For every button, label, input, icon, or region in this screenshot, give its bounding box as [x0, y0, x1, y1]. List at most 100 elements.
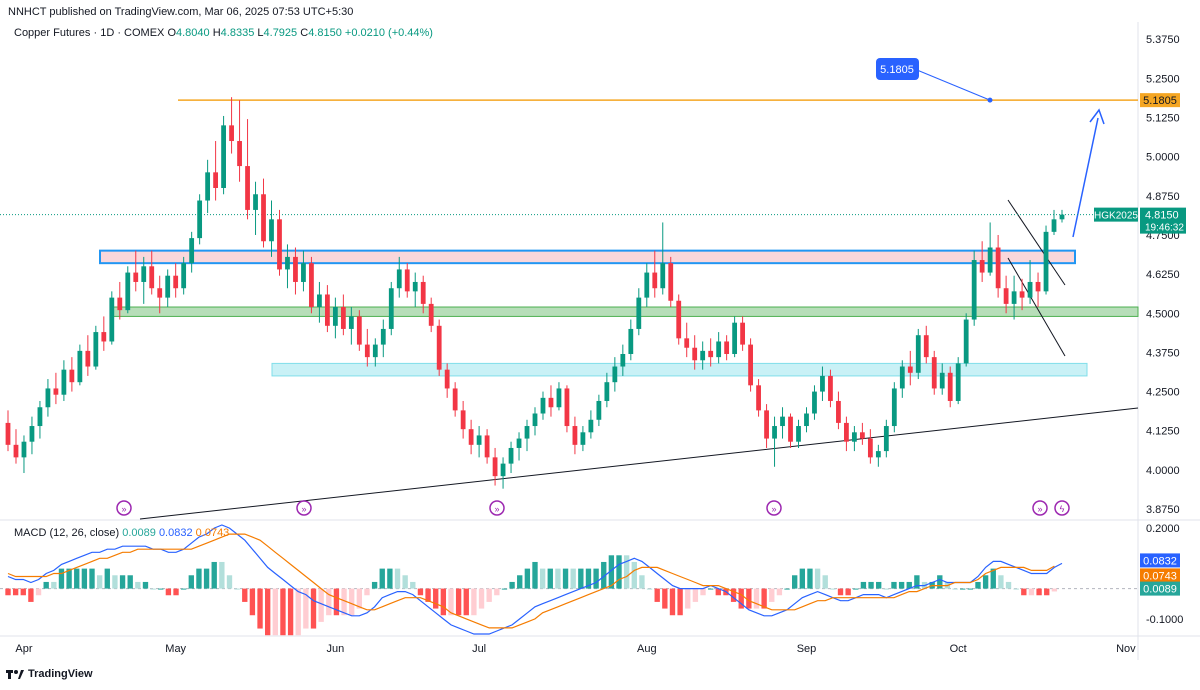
candle-body[interactable]	[85, 350, 91, 367]
candle-body[interactable]	[644, 272, 650, 298]
candle-body[interactable]	[596, 400, 602, 420]
candle-body[interactable]	[764, 410, 769, 439]
candle-body[interactable]	[1059, 214, 1065, 220]
candle-body[interactable]	[524, 426, 530, 439]
candle-body[interactable]	[891, 388, 897, 427]
candle-body[interactable]	[971, 260, 977, 320]
candle-body[interactable]	[636, 297, 642, 329]
candlestick-series[interactable]	[5, 97, 1065, 489]
candle-body[interactable]	[492, 457, 498, 477]
candle-body[interactable]	[133, 272, 139, 282]
candle-body[interactable]	[157, 288, 163, 298]
candle-body[interactable]	[979, 260, 985, 273]
candle-body[interactable]	[660, 263, 666, 289]
candle-body[interactable]	[684, 338, 690, 348]
candle-body[interactable]	[740, 322, 746, 345]
candle-body[interactable]	[45, 388, 51, 408]
candle-body[interactable]	[428, 303, 434, 326]
macd-legend[interactable]: MACD (12, 26, close) 0.0089 0.0832 0.074…	[14, 527, 229, 539]
candle-body[interactable]	[404, 269, 410, 292]
candle-body[interactable]	[484, 435, 490, 458]
candle-body[interactable]	[780, 416, 785, 427]
candle-body[interactable]	[844, 422, 849, 442]
candle-body[interactable]	[69, 369, 75, 383]
candle-body[interactable]	[125, 272, 131, 311]
candle-body[interactable]	[820, 375, 825, 392]
candle-body[interactable]	[141, 266, 147, 282]
candle-body[interactable]	[580, 432, 586, 445]
candle-body[interactable]	[628, 328, 634, 354]
candle-body[interactable]	[1043, 231, 1049, 292]
candle-body[interactable]	[436, 325, 442, 370]
candle-body[interactable]	[708, 350, 714, 358]
candle-body[interactable]	[396, 269, 402, 289]
candle-body[interactable]	[899, 366, 905, 389]
candle-body[interactable]	[380, 328, 386, 345]
wedge-lower-line[interactable]	[1007, 257, 1066, 357]
candle-body[interactable]	[309, 263, 314, 308]
time-axis[interactable]: AprMayJunJulAugSepOctNovDec2025FebMar	[15, 643, 1200, 655]
candle-body[interactable]	[995, 247, 1001, 289]
candle-body[interactable]	[13, 444, 19, 458]
candle-body[interactable]	[516, 438, 522, 448]
candle-body[interactable]	[907, 366, 913, 373]
candle-body[interactable]	[61, 369, 67, 395]
candle-body[interactable]	[788, 416, 793, 442]
candle-body[interactable]	[756, 385, 761, 411]
candle-body[interactable]	[955, 363, 961, 401]
candle-body[interactable]	[540, 397, 546, 414]
footer-brand[interactable]: TradingView	[6, 668, 93, 680]
candle-body[interactable]	[109, 297, 115, 342]
candle-body[interactable]	[748, 344, 753, 386]
target-callout-box[interactable]	[876, 58, 919, 80]
candle-body[interactable]	[372, 344, 378, 358]
candle-body[interactable]	[572, 426, 578, 445]
event-marker-icon[interactable]	[116, 500, 132, 516]
candle-body[interactable]	[772, 426, 777, 439]
candle-body[interactable]	[93, 332, 99, 367]
candle-body[interactable]	[149, 266, 155, 289]
candle-body[interactable]	[253, 194, 258, 210]
candle-body[interactable]	[851, 432, 857, 442]
price-axis[interactable]: 5.37505.25005.12505.00004.87504.75004.62…	[1146, 34, 1180, 516]
candle-body[interactable]	[668, 263, 674, 301]
candle-body[interactable]	[173, 275, 179, 289]
candle-body[interactable]	[867, 438, 873, 458]
candle-body[interactable]	[356, 316, 362, 345]
candle-body[interactable]	[923, 335, 929, 358]
candle-body[interactable]	[165, 275, 171, 298]
candle-body[interactable]	[348, 316, 354, 329]
candle-body[interactable]	[476, 435, 482, 445]
candle-body[interactable]	[213, 172, 219, 188]
candle-body[interactable]	[261, 194, 266, 242]
candle-body[interactable]	[836, 400, 841, 423]
candle-body[interactable]	[963, 319, 969, 364]
candle-body[interactable]	[883, 426, 889, 452]
candle-body[interactable]	[221, 125, 226, 188]
candle-body[interactable]	[460, 410, 466, 430]
candle-body[interactable]	[1051, 219, 1057, 232]
candle-body[interactable]	[532, 413, 538, 427]
candle-body[interactable]	[1011, 291, 1017, 304]
candle-body[interactable]	[29, 426, 35, 442]
event-markers[interactable]: » » » » » ϟ	[116, 500, 1070, 516]
candle-body[interactable]	[101, 332, 107, 342]
candle-body[interactable]	[444, 369, 450, 389]
candle-body[interactable]	[181, 263, 187, 289]
rising-trendline[interactable]	[139, 407, 1139, 520]
candle-body[interactable]	[931, 357, 937, 389]
event-marker-icon[interactable]	[766, 500, 782, 516]
event-marker-icon[interactable]	[1032, 500, 1048, 516]
candle-body[interactable]	[245, 166, 250, 210]
candle-body[interactable]	[37, 407, 43, 427]
candle-body[interactable]	[500, 463, 506, 477]
support-zone-green[interactable]	[109, 306, 1139, 317]
candle-body[interactable]	[612, 366, 618, 383]
candle-body[interactable]	[5, 422, 11, 445]
candle-body[interactable]	[564, 388, 570, 427]
candle-body[interactable]	[324, 294, 330, 326]
candle-body[interactable]	[77, 350, 83, 383]
candle-body[interactable]	[237, 141, 242, 167]
candle-body[interactable]	[588, 419, 594, 433]
candle-body[interactable]	[828, 375, 833, 401]
